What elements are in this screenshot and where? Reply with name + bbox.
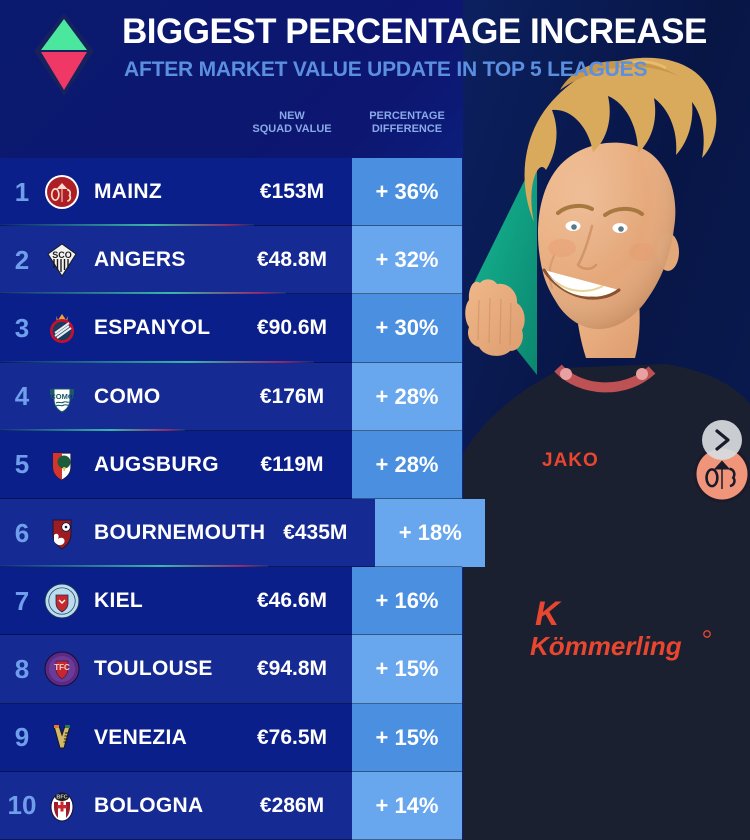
svg-text:JAKO: JAKO [542, 450, 599, 471]
svg-text:TFC: TFC [54, 663, 70, 672]
svg-text:Kömmerling: Kömmerling [530, 631, 682, 661]
svg-text:COMO: COMO [50, 392, 73, 401]
svg-text:SCO: SCO [52, 250, 72, 260]
svg-text:BFC: BFC [56, 794, 67, 800]
svg-text:K: K [535, 595, 562, 633]
